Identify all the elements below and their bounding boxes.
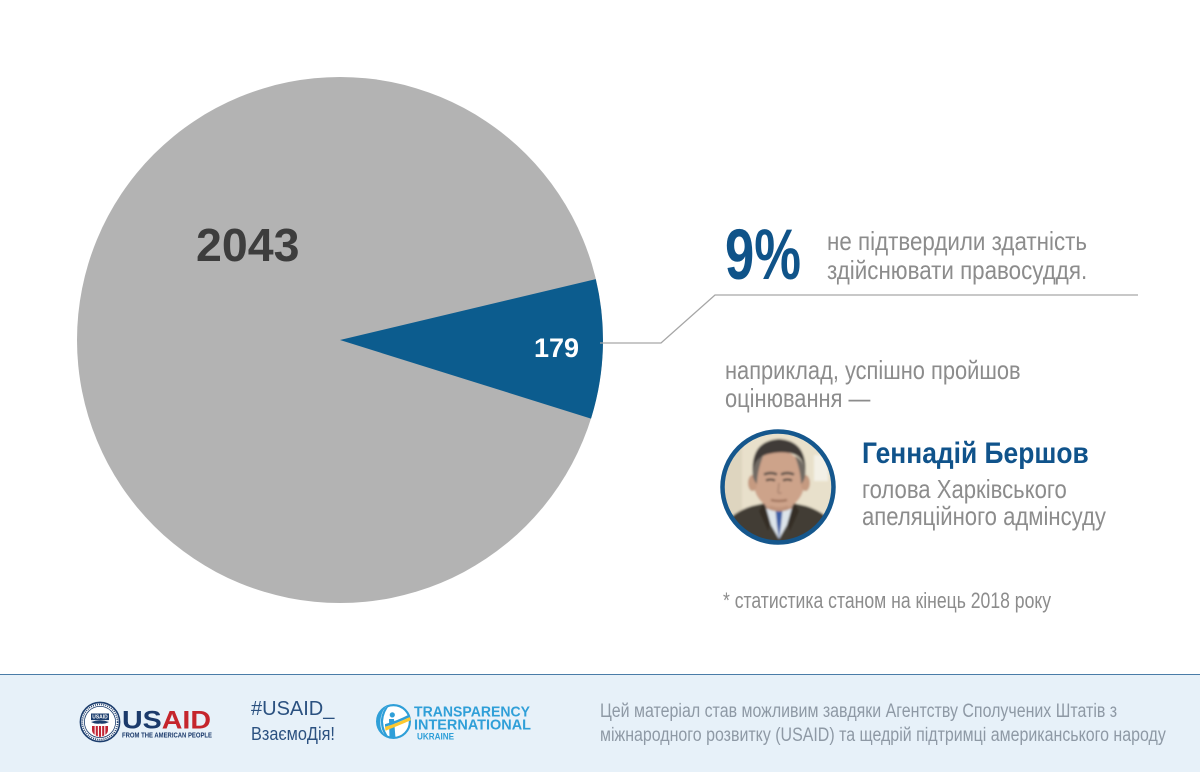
svg-text:TRANSPARENCY: TRANSPARENCY bbox=[414, 704, 530, 721]
svg-text:INTERNATIONAL: INTERNATIONAL bbox=[414, 717, 531, 734]
svg-text:USAID: USAID bbox=[122, 707, 211, 735]
svg-text:FROM THE AMERICAN PEOPLE: FROM THE AMERICAN PEOPLE bbox=[122, 731, 212, 740]
svg-text:USAID: USAID bbox=[92, 714, 108, 720]
svg-text:UKRAINE: UKRAINE bbox=[417, 732, 454, 743]
